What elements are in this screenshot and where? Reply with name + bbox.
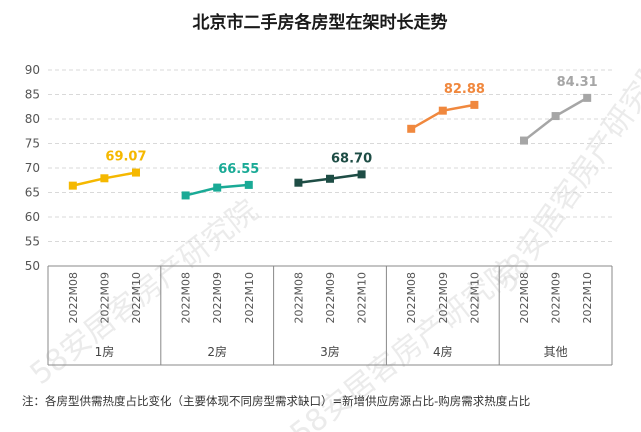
data-point <box>181 191 190 200</box>
x-tick-label: 2022M10 <box>356 272 369 323</box>
group-label: 4房 <box>433 344 453 359</box>
x-tick-label: 2022M08 <box>180 272 193 323</box>
data-point <box>326 174 334 183</box>
data-point <box>131 168 140 177</box>
y-tick-label: 85 <box>25 88 40 102</box>
data-point <box>583 93 592 102</box>
data-point <box>438 106 447 115</box>
x-tick-label: 2022M09 <box>98 272 111 323</box>
x-tick-label: 2022M10 <box>581 272 594 323</box>
data-label: 82.88 <box>444 82 485 97</box>
x-tick-label: 2022M10 <box>243 272 256 323</box>
group-label: 3房 <box>320 344 340 359</box>
x-tick-label: 2022M08 <box>292 272 305 323</box>
x-tick-label: 2022M08 <box>518 272 531 323</box>
x-tick-label: 2022M09 <box>324 272 337 323</box>
data-point <box>520 136 529 145</box>
footnote: 注：各房型供需热度占比变化（主要体现不同房型需求缺口）=新增供应房源占比-购房需… <box>22 394 530 408</box>
y-tick-label: 65 <box>25 186 40 200</box>
watermark-text: 58安居客房产研究院 <box>24 193 265 392</box>
x-tick-label: 2022M08 <box>67 272 80 323</box>
x-tick-label: 2022M10 <box>468 272 481 323</box>
y-tick-label: 70 <box>25 161 40 175</box>
x-tick-label: 2022M09 <box>211 272 224 323</box>
y-tick-label: 80 <box>25 112 40 126</box>
y-tick-label: 55 <box>25 235 40 249</box>
y-tick-label: 50 <box>25 259 40 273</box>
chart-title: 北京市二手房各房型在架时长走势 <box>193 12 448 33</box>
axis-layer: 50 55 60 65 70 75 80 85 90 2022M08 2022M09 2022M10 1… <box>25 63 613 366</box>
data-point <box>407 124 416 133</box>
data-point <box>244 180 253 189</box>
y-tick-label: 60 <box>25 210 40 224</box>
x-tick-label: 2022M08 <box>405 272 418 323</box>
data-label: 68.70 <box>331 151 372 166</box>
x-tick-label: 2022M10 <box>130 272 143 323</box>
data-point <box>470 100 479 109</box>
data-point <box>551 112 560 121</box>
y-tick-label: 75 <box>25 137 40 151</box>
x-tick-label: 2022M09 <box>437 272 450 323</box>
data-point <box>213 183 222 192</box>
data-label: 84.31 <box>557 75 598 90</box>
x-tick-label: 2022M09 <box>550 272 563 323</box>
group-label: 其他 <box>544 345 568 359</box>
data-point <box>357 170 366 179</box>
data-point <box>100 174 109 183</box>
series-layer: 69.07 66.55 68.70 82.88 84.31 <box>68 75 598 200</box>
data-label: 66.55 <box>218 162 259 177</box>
group-label: 2房 <box>207 344 227 359</box>
data-point <box>68 181 77 190</box>
group-label: 1房 <box>95 344 115 359</box>
y-tick-label: 90 <box>25 63 40 77</box>
data-label: 69.07 <box>105 150 146 165</box>
data-point <box>294 178 303 187</box>
